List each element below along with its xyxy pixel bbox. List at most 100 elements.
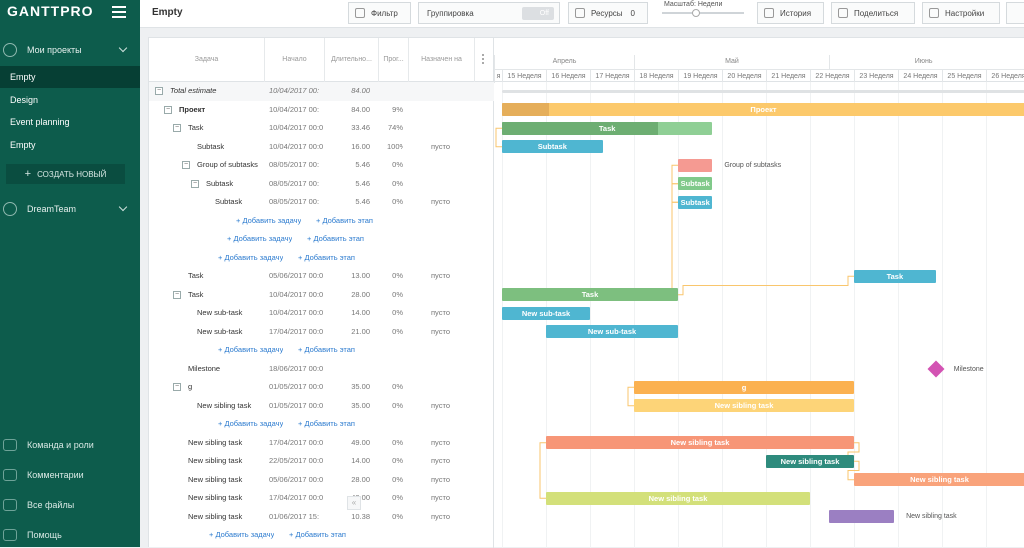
filter-button[interactable]: Фильтр: [348, 2, 411, 24]
task-name[interactable]: New sibling task: [188, 493, 243, 502]
gantt-bar[interactable]: Task: [502, 288, 678, 302]
table-row[interactable]: Milestone 18/06/2017 00:0: [149, 360, 494, 379]
add-row[interactable]: + Добавить задачу + Добавить этап: [149, 415, 494, 434]
add-row[interactable]: + Добавить задачу + Добавить этап: [149, 212, 494, 231]
comments-link[interactable]: Комментарии: [0, 464, 140, 486]
task-name[interactable]: New sibling task: [197, 400, 252, 410]
team-roles-link[interactable]: Команда и роли: [0, 434, 140, 456]
collapse-toggle-icon[interactable]: −: [173, 383, 181, 391]
zoom-slider-handle[interactable]: [692, 9, 700, 17]
collapse-toggle-icon[interactable]: −: [182, 161, 190, 169]
table-row[interactable]: − Проект 10/04/2017 00: 84.00 9%: [149, 101, 494, 120]
add-stage-link[interactable]: + Добавить этап: [298, 252, 355, 262]
gantt-bar[interactable]: Task: [502, 121, 713, 135]
gantt-bar[interactable]: New sibling task: [546, 436, 854, 450]
column-header-assigned[interactable]: Назначен на: [409, 38, 475, 82]
task-name[interactable]: Subtask: [206, 178, 234, 188]
dependency-line[interactable]: [495, 127, 502, 148]
table-row[interactable]: New sub-task 10/04/2017 00:0 14.00 0% пусто: [149, 304, 494, 323]
gantt-bar[interactable]: New sub-task: [502, 306, 590, 320]
collapse-toggle-icon[interactable]: −: [191, 179, 199, 188]
add-stage-link[interactable]: + Добавить этап: [298, 419, 355, 428]
task-name[interactable]: New sibling task: [188, 474, 243, 484]
add-row[interactable]: + Добавить задачу + Добавить этап: [149, 341, 494, 360]
dependency-line[interactable]: [678, 275, 854, 296]
add-task-link[interactable]: + Добавить задачу: [236, 215, 302, 225]
grouping-control[interactable]: Группировка Off: [418, 2, 560, 24]
table-row[interactable]: − g 01/05/2017 00:0 35.00 0%: [149, 378, 494, 397]
table-row[interactable]: New sibling task 01/05/2017 00:0 35.00 0% пу…: [149, 397, 494, 416]
task-name[interactable]: New sibling task: [188, 456, 243, 465]
table-row[interactable]: Subtask 08/05/2017 00: 5.46 0% пусто: [149, 193, 494, 212]
resources-button[interactable]: Ресурсы 0: [568, 2, 648, 24]
scroll-left-icon[interactable]: «: [347, 496, 361, 510]
table-row[interactable]: Subtask 10/04/2017 00:0 16.00 100% пусто: [149, 138, 494, 157]
grouping-toggle[interactable]: Off: [522, 7, 554, 20]
task-name[interactable]: Subtask: [215, 197, 243, 206]
task-name[interactable]: New sibling task: [188, 437, 243, 447]
add-task-link[interactable]: + Добавить задачу: [218, 252, 284, 262]
dependency-line[interactable]: [627, 386, 634, 407]
task-name[interactable]: New sub-task: [197, 326, 243, 336]
table-row[interactable]: − Group of subtasks 08/05/2017 00: 5.46 0%: [149, 156, 494, 175]
all-files-link[interactable]: Все файлы: [0, 494, 140, 516]
hamburger-menu-icon[interactable]: [112, 6, 126, 18]
gantt-bar[interactable]: Проект: [502, 103, 1024, 117]
column-header-duration[interactable]: Длительно...: [325, 38, 379, 82]
table-row[interactable]: New sibling task 17/04/2017 00:0 49.00 0% пу…: [149, 434, 494, 453]
add-row[interactable]: + Добавить задачу + Добавить этап: [149, 230, 494, 249]
gantt-bar[interactable]: New sibling task: [766, 454, 854, 468]
gantt-bar[interactable]: [678, 158, 713, 172]
add-stage-link[interactable]: + Добавить этап: [307, 234, 364, 243]
create-new-button[interactable]: + СОЗДАТЬ НОВЫЙ: [6, 164, 125, 184]
settings-button[interactable]: Настройки: [922, 2, 1000, 24]
table-row[interactable]: New sibling task 01/06/2017 15: 10.38 0% пус…: [149, 508, 494, 527]
gantt-bar[interactable]: Task: [854, 269, 936, 283]
table-row[interactable]: New sibling task 05/06/2017 00:0 28.00 0% пу…: [149, 471, 494, 490]
column-header-progress[interactable]: Прог...: [379, 38, 409, 82]
gantt-bar[interactable]: New sibling task: [854, 473, 1024, 487]
sidebar-project-empty-2[interactable]: Empty: [10, 140, 36, 150]
gantt-bar[interactable]: New sub-task: [546, 325, 678, 339]
sidebar-project-empty[interactable]: Empty: [0, 66, 140, 88]
task-name[interactable]: g: [188, 382, 193, 391]
collapse-toggle-icon[interactable]: −: [173, 290, 181, 299]
sidebar-project-event-planning[interactable]: Event planning: [10, 117, 70, 127]
help-link[interactable]: Помощь: [0, 524, 140, 546]
task-name[interactable]: Milestone: [188, 363, 221, 373]
gantt-bar[interactable]: New sibling task: [546, 491, 810, 505]
task-name[interactable]: Task: [188, 271, 204, 280]
add-stage-link[interactable]: + Добавить этап: [316, 215, 373, 225]
task-name[interactable]: Subtask: [197, 141, 225, 151]
gantt-bar[interactable]: Subtask: [678, 195, 713, 209]
task-name[interactable]: Проект: [179, 104, 206, 114]
column-header-task[interactable]: Задача: [149, 38, 265, 82]
task-name[interactable]: Total estimate: [170, 86, 217, 95]
add-task-link[interactable]: + Добавить задачу: [218, 419, 284, 428]
zoom-slider[interactable]: [662, 12, 744, 14]
add-row[interactable]: + Добавить задачу + Добавить этап: [149, 249, 494, 268]
collapse-toggle-icon[interactable]: −: [155, 87, 163, 95]
add-row[interactable]: + Добавить задачу + Добавить этап: [149, 526, 494, 545]
gantt-bar[interactable]: Subtask: [678, 177, 713, 191]
gantt-bar[interactable]: g: [634, 380, 854, 394]
column-header-start[interactable]: Начало: [265, 38, 325, 82]
dependency-line[interactable]: [671, 201, 678, 296]
table-row[interactable]: New sub-task 17/04/2017 00:0 21.00 0% пусто: [149, 323, 494, 342]
table-row[interactable]: − Subtask 08/05/2017 00: 5.46 0%: [149, 175, 494, 194]
my-projects-section[interactable]: Мои проекты: [0, 39, 140, 61]
collapse-toggle-icon[interactable]: −: [173, 124, 181, 132]
add-stage-link[interactable]: + Добавить этап: [298, 345, 355, 354]
add-task-link[interactable]: + Добавить задачу: [227, 234, 293, 243]
team-section[interactable]: DreamTeam: [0, 198, 140, 220]
table-row[interactable]: − Task 10/04/2017 00:0 33.46 74%: [149, 119, 494, 138]
gantt-bar[interactable]: [828, 510, 895, 524]
more-button[interactable]: [1006, 2, 1024, 24]
table-row[interactable]: Task 05/06/2017 00:0 13.00 0% пусто: [149, 267, 494, 286]
table-row[interactable]: − Task 10/04/2017 00:0 28.00 0%: [149, 286, 494, 305]
share-button[interactable]: Поделиться: [831, 2, 915, 24]
column-options-icon[interactable]: [482, 54, 485, 66]
dependency-line[interactable]: [847, 460, 860, 481]
add-task-link[interactable]: + Добавить задачу: [218, 345, 284, 354]
task-name[interactable]: Task: [188, 289, 204, 299]
